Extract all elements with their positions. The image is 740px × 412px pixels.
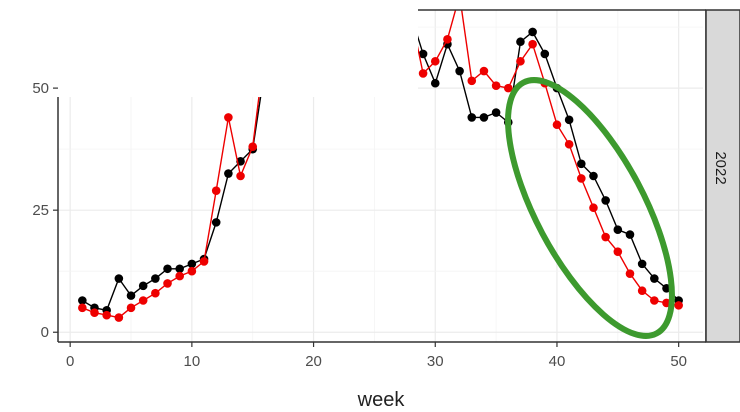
data-point xyxy=(491,108,501,117)
data-point xyxy=(78,296,87,305)
data-point xyxy=(78,303,87,313)
data-point xyxy=(625,269,635,278)
facet-strip: 2022 xyxy=(705,9,740,343)
data-point xyxy=(455,66,464,76)
data-point xyxy=(211,186,221,195)
data-point xyxy=(540,49,550,59)
top-occluder xyxy=(0,0,418,97)
data-point xyxy=(503,83,513,93)
data-point xyxy=(564,115,574,125)
data-point xyxy=(138,281,148,291)
data-point xyxy=(479,66,489,76)
data-point xyxy=(577,174,586,183)
data-point xyxy=(479,113,489,122)
data-point xyxy=(589,171,598,181)
x-tick-label: 0 xyxy=(66,353,74,370)
x-tick-label: 20 xyxy=(305,353,322,370)
highlight-ellipse xyxy=(505,77,675,339)
data-point xyxy=(138,296,148,305)
data-point xyxy=(126,291,136,300)
data-point xyxy=(528,39,537,49)
data-point xyxy=(248,142,258,152)
data-point xyxy=(418,69,428,78)
data-point xyxy=(674,301,683,310)
data-point xyxy=(613,225,623,235)
x-tick-label: 50 xyxy=(670,353,687,370)
data-point xyxy=(187,266,197,276)
facet-strip-label: 2022 xyxy=(712,151,729,184)
data-point xyxy=(114,313,124,322)
data-point xyxy=(516,37,525,47)
data-point xyxy=(199,257,209,266)
data-point xyxy=(650,296,659,305)
data-point xyxy=(175,264,184,274)
data-point xyxy=(516,56,525,66)
axes: 0 10 20 30 40 50 0 25 50 xyxy=(32,80,687,370)
data-point xyxy=(187,259,197,269)
data-point xyxy=(552,120,562,130)
data-point xyxy=(114,274,124,283)
data-point xyxy=(224,169,233,178)
data-point xyxy=(418,49,428,59)
x-tick-label: 30 xyxy=(427,353,444,370)
data-point xyxy=(163,264,172,274)
data-point xyxy=(528,27,537,37)
data-point xyxy=(151,274,160,283)
data-point xyxy=(175,271,184,281)
y-tick-label: 0 xyxy=(41,324,49,341)
data-point xyxy=(601,232,610,242)
data-point xyxy=(491,81,501,90)
x-axis-title: week xyxy=(357,389,406,411)
data-point xyxy=(163,279,172,288)
data-point xyxy=(126,303,136,313)
data-point xyxy=(650,274,659,283)
data-point xyxy=(430,56,440,66)
data-point xyxy=(637,259,647,269)
y-tick-label: 50 xyxy=(32,80,49,97)
data-point xyxy=(102,310,111,320)
data-point xyxy=(430,78,440,88)
data-point xyxy=(90,308,99,318)
data-point xyxy=(577,159,586,169)
data-point xyxy=(613,247,623,256)
x-tick-label: 10 xyxy=(184,353,201,370)
data-point xyxy=(236,171,245,181)
data-point xyxy=(467,113,477,122)
facet-strip-background xyxy=(705,9,740,343)
data-point xyxy=(151,288,160,298)
data-point xyxy=(467,76,477,86)
data-point xyxy=(601,196,610,205)
data-point xyxy=(625,230,635,239)
series-2 xyxy=(78,10,683,322)
data-point xyxy=(443,34,452,44)
data-point xyxy=(224,113,233,122)
data-point xyxy=(211,218,221,227)
y-tick-label: 25 xyxy=(32,202,49,219)
data-point xyxy=(589,203,598,213)
data-point xyxy=(564,139,574,149)
data-point xyxy=(637,286,647,296)
x-tick-label: 40 xyxy=(549,353,566,370)
